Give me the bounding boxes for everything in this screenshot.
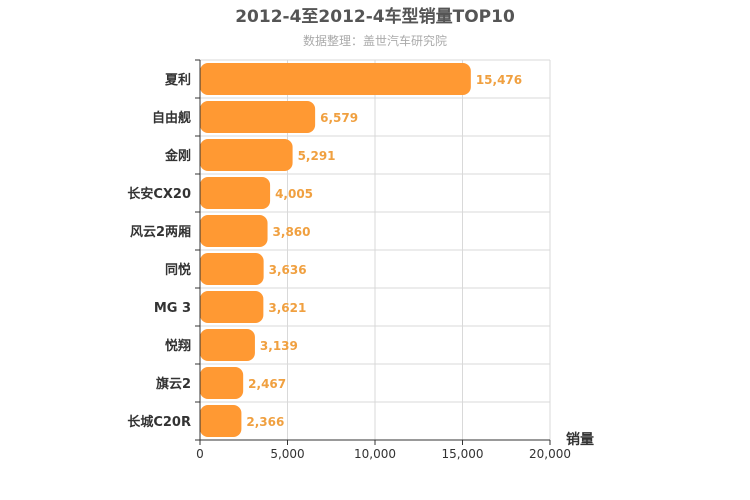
category-label: 长城C20R	[127, 414, 191, 430]
value-label: 2,366	[246, 415, 284, 429]
bar	[200, 291, 264, 323]
bar	[200, 63, 471, 95]
bars-group: 15,476 6,579 5,291 4,005 3,860 3,636 3,621 3,13…	[200, 63, 522, 437]
value-label: 15,476	[476, 73, 522, 87]
category-label: 旗云2	[156, 376, 191, 392]
bar	[200, 253, 264, 285]
x-tick-label: 20,000	[529, 447, 571, 461]
grid-lines	[199, 59, 551, 441]
bar	[200, 101, 316, 133]
category-label: 同悦	[165, 262, 191, 278]
bar	[200, 367, 244, 399]
bar	[200, 139, 293, 171]
category-label: MG 3	[154, 301, 191, 316]
value-label: 3,621	[268, 301, 306, 315]
category-label: 长安CX20	[127, 186, 191, 202]
value-label: 3,139	[260, 339, 298, 353]
chart-title: 2012-4至2012-4车型销量TOP10	[235, 6, 515, 27]
category-label: 悦翔	[165, 338, 191, 354]
bar	[200, 177, 271, 209]
x-tick-label: 0	[196, 447, 204, 461]
category-label: 夏利	[164, 72, 191, 88]
category-label: 金刚	[164, 148, 191, 164]
x-tick-label: 15,000	[442, 447, 484, 461]
bar	[200, 405, 242, 437]
category-label: 自由舰	[152, 110, 191, 126]
value-label: 2,467	[248, 377, 286, 391]
x-tick-label: 5,000	[270, 447, 304, 461]
value-label: 3,860	[273, 225, 311, 239]
value-label: 6,579	[320, 111, 358, 125]
chart-subtitle: 数据整理：盖世汽车研究院	[303, 33, 447, 48]
x-tick-label: 10,000	[354, 447, 396, 461]
value-label: 5,291	[298, 149, 336, 163]
bar	[200, 329, 255, 361]
bar	[200, 215, 268, 247]
category-label: 风云2两厢	[130, 225, 191, 240]
value-label: 3,636	[269, 263, 307, 277]
x-axis-title: 销量	[566, 431, 594, 448]
value-label: 4,005	[275, 187, 313, 201]
